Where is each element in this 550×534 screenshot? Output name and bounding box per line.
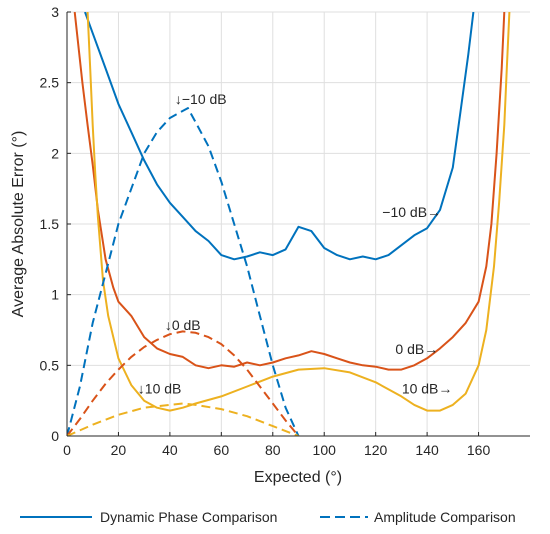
x-tick-label: 20 <box>111 442 127 458</box>
series-annotation: 0 dB→ <box>395 341 438 357</box>
series-line-dynamic-phase-10dbdb <box>86 12 511 412</box>
series-annotation: ↓−10 dB <box>175 91 227 107</box>
y-tick-label: 1.5 <box>40 216 60 232</box>
y-tick-label: 1 <box>51 287 59 303</box>
series-annotation: ↓0 dB <box>165 317 201 333</box>
series-line-dynamic-phase-0dbdb <box>73 12 506 371</box>
x-tick-label: 60 <box>214 442 230 458</box>
x-tick-label: 40 <box>162 442 178 458</box>
tick-labels: 0 20 40 60 80 100 120 140 160 0 0.5 1 1.5 2 2.5 3 <box>40 4 491 458</box>
y-tick-label: 0.5 <box>40 357 60 373</box>
series-line-amplitude-10dbdb <box>67 402 299 436</box>
grid-lines <box>66 11 530 437</box>
x-tick-label: 140 <box>415 442 439 458</box>
legend-label-dynamic-phase: Dynamic Phase Comparison <box>100 509 277 525</box>
series-annotation: 10 dB→ <box>402 381 453 397</box>
series-annotation: −10 dB→ <box>382 204 441 220</box>
y-tick-label: 3 <box>51 4 59 20</box>
series-line-dynamic-phase-10dbdb <box>84 12 475 261</box>
legend-label-amplitude: Amplitude Comparison <box>374 509 516 525</box>
x-tick-label: 0 <box>63 442 71 458</box>
annotations: ↓−10 dB −10 dB→ ↓0 dB 0 dB→ ↓10 dB 10 dB→ <box>138 91 453 397</box>
series-line-amplitude-0dbdb <box>67 330 300 436</box>
x-tick-label: 160 <box>467 442 491 458</box>
x-tick-label: 100 <box>313 442 337 458</box>
legend: Dynamic Phase Comparison Amplitude Compa… <box>20 509 516 525</box>
x-axis-label: Expected (°) <box>254 469 342 486</box>
y-tick-label: 0 <box>51 428 59 444</box>
plot-series <box>67 12 511 436</box>
x-tick-label: 120 <box>364 442 388 458</box>
y-tick-label: 2.5 <box>40 75 60 91</box>
y-tick-label: 2 <box>51 145 59 161</box>
series-annotation: ↓10 dB <box>138 381 182 397</box>
series-line-amplitude-10dbdb <box>67 107 300 436</box>
y-axis-label: Average Absolute Error (°) <box>10 131 27 318</box>
x-tick-label: 80 <box>265 442 281 458</box>
